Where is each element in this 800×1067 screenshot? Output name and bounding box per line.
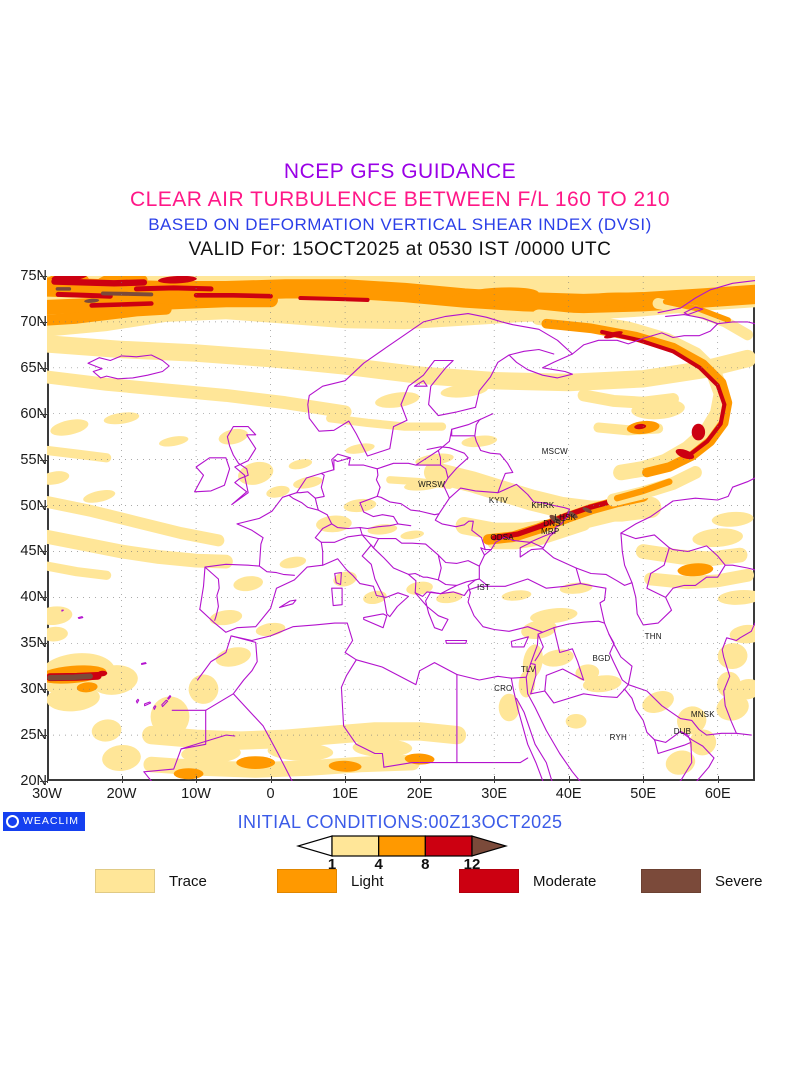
lat-tick-label: 75N xyxy=(20,268,47,284)
lon-tick-mark xyxy=(717,776,719,783)
lon-tick-label: 40E xyxy=(555,786,582,802)
city-label: KYIV xyxy=(488,495,508,505)
lon-tick-mark xyxy=(196,776,198,783)
legend-item: Light xyxy=(277,868,384,894)
lat-tick-label: 45N xyxy=(20,543,47,560)
lon-tick-mark xyxy=(419,776,421,783)
lat-tick-mark xyxy=(40,597,47,599)
lat-tick-mark xyxy=(40,781,47,782)
city-label: THN xyxy=(644,631,662,641)
legend-swatch xyxy=(459,869,519,893)
lon-tick-mark xyxy=(568,776,570,783)
city-label: MSCW xyxy=(541,447,568,457)
lat-tick-mark xyxy=(40,643,47,645)
weaclim-label: WEACLIM xyxy=(23,815,80,828)
lon-tick-mark xyxy=(121,776,123,783)
legend-item: Trace xyxy=(95,868,207,894)
lat-tick-label: 50N xyxy=(20,497,47,514)
initial-conditions-text: INITIAL CONDITIONS:00Z13OCT2025 xyxy=(237,812,563,832)
lat-tick-mark xyxy=(40,505,47,507)
lat-tick-mark xyxy=(40,413,47,415)
lat-tick-mark xyxy=(40,459,47,461)
lat-tick-label: 60N xyxy=(20,405,47,422)
lon-tick-mark xyxy=(47,776,48,783)
lat-tick-mark xyxy=(40,735,47,737)
lat-tick-label: 20N xyxy=(20,773,47,789)
city-label: DNST xyxy=(543,518,566,528)
legend-label: Light xyxy=(351,872,384,890)
lon-tick-mark xyxy=(270,776,272,783)
severity-legend: Trace Light Moderate Severe xyxy=(0,868,800,894)
legend-label: Severe xyxy=(715,872,763,890)
legend-item: Severe xyxy=(641,868,763,894)
lon-tick-mark xyxy=(494,776,496,783)
lon-tick-label: 10W xyxy=(181,786,211,802)
weaclim-logo: WEACLIM xyxy=(3,812,86,831)
city-label: RYH xyxy=(609,732,627,742)
lat-tick-label: 65N xyxy=(20,359,47,376)
legend-swatch xyxy=(641,869,701,893)
page-method-line: BASED ON DEFORMATION VERTICAL SHEAR INDE… xyxy=(148,215,652,235)
city-label: ODSA xyxy=(490,532,514,542)
longitude-axis: 30W 20W 10W 0 10E 20E 30E 40E 50E 60E xyxy=(32,776,755,805)
legend-label: Trace xyxy=(169,872,207,890)
lat-tick-mark xyxy=(40,276,47,277)
city-label: BGD xyxy=(592,653,611,663)
lon-tick-label: 60E xyxy=(704,786,731,802)
colorbar-graphic xyxy=(296,835,508,857)
lon-tick-label: 50E xyxy=(630,786,657,802)
turbulence-map xyxy=(47,276,755,781)
city-label: IST xyxy=(476,583,490,593)
lon-tick-label: 20W xyxy=(106,786,137,802)
colorbar xyxy=(296,834,508,858)
page-title-block: NCEP GFS GUIDANCE CLEAR AIR TURBULENCE B… xyxy=(0,158,800,262)
city-label: LHSK xyxy=(554,513,577,523)
lat-tick-mark xyxy=(40,321,47,323)
legend-item: Moderate xyxy=(459,868,596,894)
lon-tick-mark xyxy=(345,776,347,783)
circle-logo-icon xyxy=(6,815,19,828)
city-label: WRSW xyxy=(418,480,446,490)
legend-label: Moderate xyxy=(533,872,597,890)
colorbar-tick-labels: 1 4 8 12 xyxy=(296,857,508,875)
city-label: CRO xyxy=(494,684,513,694)
lat-tick-label: 35N xyxy=(20,635,47,652)
lon-tick-label: 20E xyxy=(406,786,433,802)
page-title: NCEP GFS GUIDANCE xyxy=(283,160,517,183)
legend-swatch xyxy=(95,869,155,893)
lat-tick-label: 30N xyxy=(20,681,47,698)
lat-tick-mark xyxy=(40,551,47,553)
map-container: MSCW WRSW KYIV KHRK LHSK DNST MRP ODSA IST THN BGD… xyxy=(47,276,755,781)
lon-tick-label: 30E xyxy=(481,786,508,802)
lat-tick-label: 25N xyxy=(20,727,47,744)
lon-tick-mark xyxy=(643,776,645,783)
lon-tick-label: 0 xyxy=(266,786,275,802)
lat-tick-mark xyxy=(40,689,47,691)
colorbar-tick: 1 xyxy=(327,856,337,873)
lat-tick-label: 55N xyxy=(20,451,47,468)
colorbar-tick: 12 xyxy=(463,856,481,873)
legend-swatch xyxy=(277,869,337,893)
page-subtitle: CLEAR AIR TURBULENCE BETWEEN F/L 160 TO … xyxy=(129,188,671,212)
city-label: TLV xyxy=(520,664,536,674)
lon-tick-label: 30W xyxy=(32,786,62,802)
page-valid-time: VALID For: 15OCT2025 at 0530 IST /0000 U… xyxy=(188,239,612,261)
colorbar-tick: 8 xyxy=(421,856,430,873)
lat-tick-label: 70N xyxy=(20,313,47,330)
city-label: MRP xyxy=(541,527,560,537)
lat-tick-label: 40N xyxy=(20,589,47,606)
latitude-axis: 75N 70N 65N 60N 55N 50N 45N 40N 35N 30N 25N 20N xyxy=(0,269,47,788)
city-label: KHRK xyxy=(531,500,555,510)
colorbar-tick: 4 xyxy=(374,856,383,873)
lon-tick-label: 10E xyxy=(332,786,358,802)
city-label: MNSK xyxy=(690,709,715,719)
city-label: DUB xyxy=(673,727,692,737)
lat-tick-mark xyxy=(40,367,47,369)
